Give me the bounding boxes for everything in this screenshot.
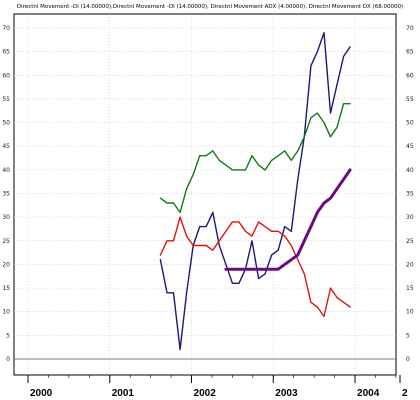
y-tick-label-right: 25	[406, 238, 414, 245]
x-tick-label: 2001	[112, 388, 135, 399]
x-tick-label: 2002	[194, 388, 217, 399]
y-tick-label-left: 50	[2, 120, 10, 127]
y-tick-label-left: 25	[2, 238, 10, 245]
y-tick-label-left: 10	[2, 309, 10, 316]
plot-frame	[13, 13, 397, 376]
y-tick-label-right: 45	[406, 143, 414, 150]
chart-title: Directnl Movement -Di (14.00000),Directn…	[17, 4, 403, 10]
y-tick-label-right: 15	[406, 285, 414, 292]
x-tick-label: 2003	[275, 388, 298, 399]
y-axis-left: 0 5 10 15 20 25 30 35 40 45 50 55 60 65 70	[2, 25, 10, 363]
y-tick-label-right: 60	[406, 72, 414, 79]
x-axis: 2000 2001 2002 2003 2004 2	[27, 375, 408, 399]
y-tick-label-right: 65	[406, 49, 414, 56]
y-tick-label-right: 30	[406, 214, 414, 221]
y-tick-label-right: 20	[406, 261, 414, 268]
x-tick-label: 2	[402, 388, 408, 399]
y-tick-label-left: 0	[6, 356, 10, 363]
y-tick-label-left: 40	[2, 167, 10, 174]
x-tick-label: 2004	[357, 388, 380, 399]
grid	[14, 14, 396, 375]
y-tick-label-left: 35	[2, 191, 10, 198]
y-tick-label-right: 55	[406, 96, 414, 103]
y-tick-label-left: 5	[6, 332, 10, 339]
series-line-3	[159, 216, 351, 318]
y-tick-label-left: 45	[2, 143, 10, 150]
y-tick-label-left: 20	[2, 261, 10, 268]
y-tick-label-right: 50	[406, 120, 414, 127]
series-group	[159, 32, 352, 351]
series-line-1	[159, 32, 351, 351]
y-tick-label-right: 40	[406, 167, 414, 174]
y-tick-label-right: 70	[406, 25, 414, 32]
y-tick-label-left: 65	[2, 49, 10, 56]
y-tick-label-left: 30	[2, 214, 10, 221]
y-tick-label-left: 60	[2, 72, 10, 79]
y-axis-right: 0 5 10 15 20 25 30 35 40 45 50 55 60 65 70	[406, 25, 414, 363]
y-tick-label-left: 70	[2, 25, 10, 32]
y-tick-label-right: 10	[406, 309, 414, 316]
y-tick-label-left: 55	[2, 96, 10, 103]
y-tick-label-right: 35	[406, 191, 414, 198]
x-tick-label: 2000	[30, 388, 53, 399]
y-tick-label-right: 5	[406, 332, 410, 339]
y-tick-label-left: 15	[2, 285, 10, 292]
y-tick-label-right: 0	[406, 356, 410, 363]
series-line-4	[224, 168, 352, 271]
series-line-2	[159, 102, 351, 214]
